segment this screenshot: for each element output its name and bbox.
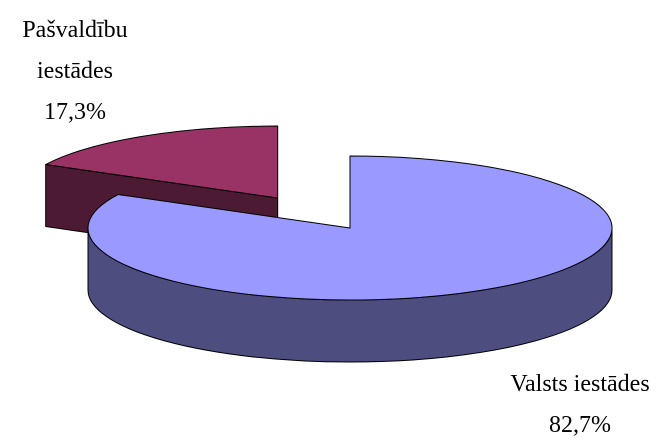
value-label: 82,7% (549, 412, 611, 438)
slice (45, 125, 279, 199)
category-label: Valsts iestādes (510, 371, 650, 397)
category-label: Pašvaldību iestādes (22, 17, 128, 84)
value-label: 17,3% (44, 99, 106, 125)
slice (87, 155, 613, 301)
